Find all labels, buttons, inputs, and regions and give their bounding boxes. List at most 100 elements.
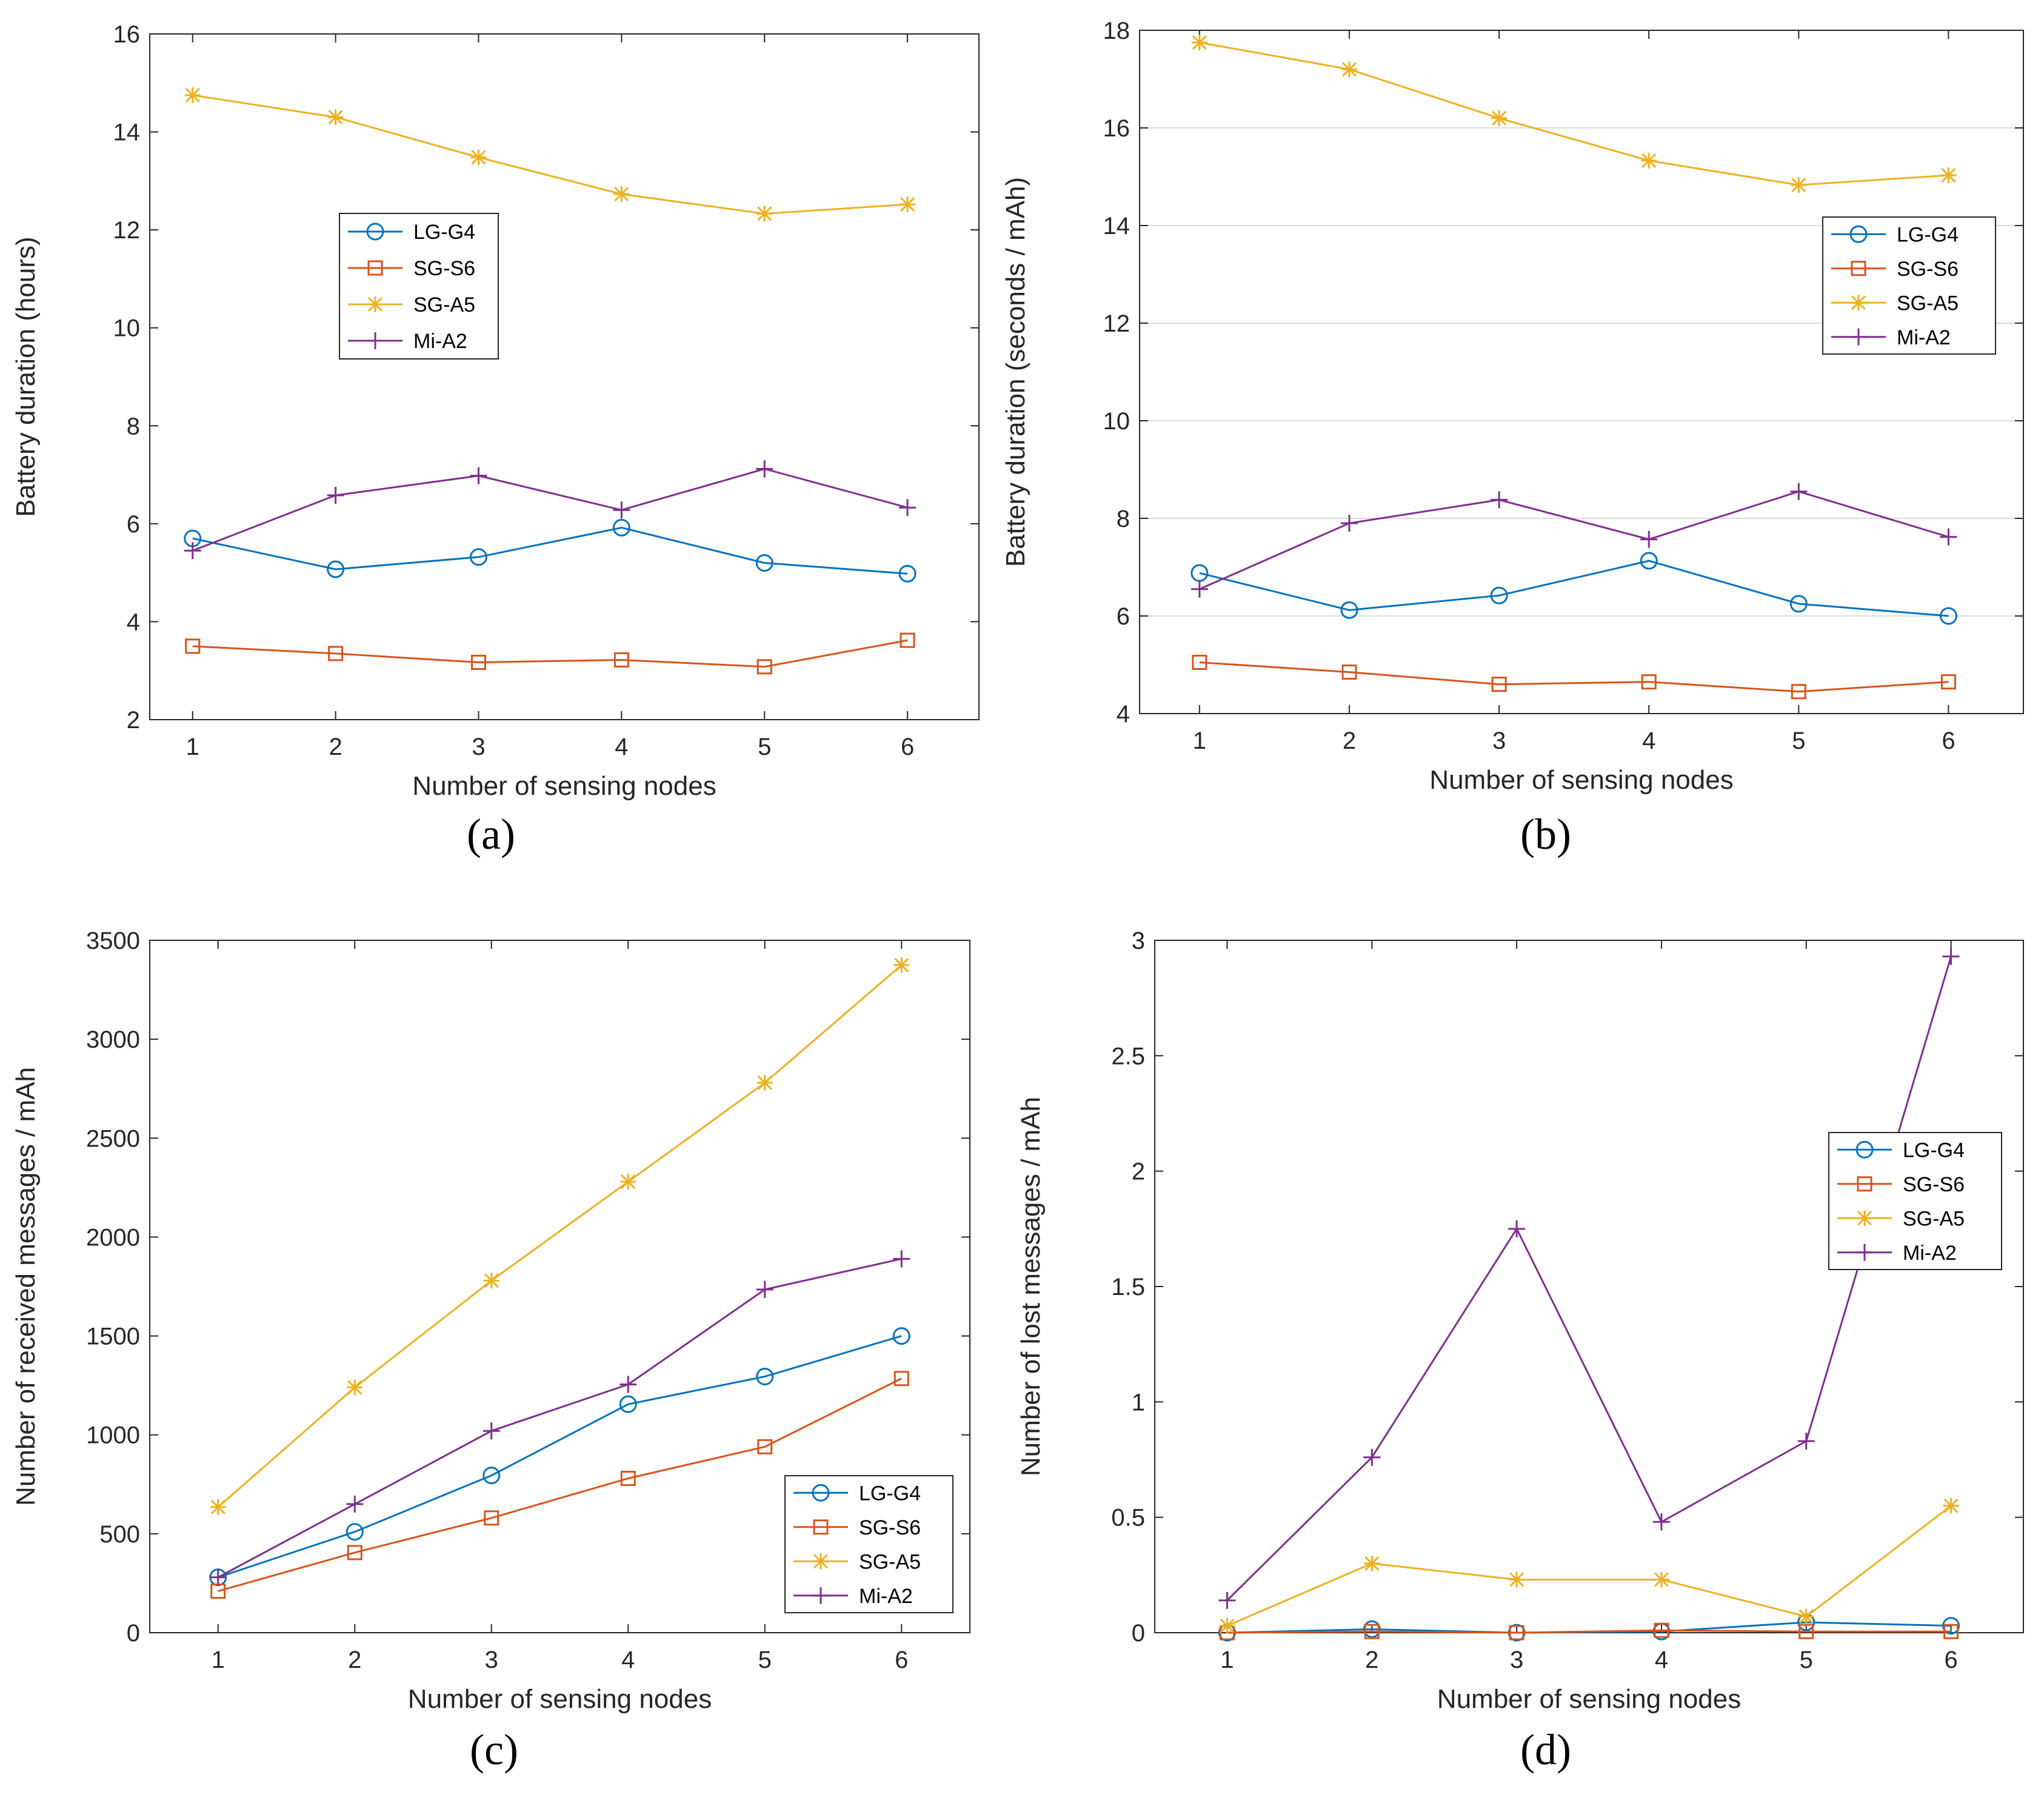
plus-marker	[613, 501, 630, 519]
x-tick-label: 6	[1942, 728, 1955, 754]
legend-label: SG-A5	[1897, 292, 1959, 315]
y-tick-label: 2	[1132, 1159, 1145, 1185]
legend-label: SG-A5	[413, 293, 475, 316]
plus-marker	[1508, 1220, 1526, 1237]
circle-marker	[1490, 586, 1508, 604]
legend-label: Mi-A2	[859, 1585, 913, 1608]
asterisk-marker	[893, 957, 910, 973]
plus-marker	[893, 1250, 910, 1268]
x-tick-label: 1	[1193, 728, 1206, 754]
y-tick-label: 3000	[86, 1026, 140, 1053]
x-axis-label: Number of sensing nodes	[408, 1684, 712, 1714]
square-marker	[1509, 1625, 1525, 1641]
square-marker	[900, 632, 915, 648]
x-axis-label: Number of sensing nodes	[1429, 765, 1733, 795]
y-tick-label: 18	[1103, 18, 1131, 44]
series-sg-a5	[1191, 35, 1957, 193]
square-marker	[1799, 1624, 1814, 1639]
y-axis-label: Number of received messages / mAh	[11, 1067, 41, 1506]
x-tick-label: 3	[485, 1647, 498, 1673]
plot-frame	[149, 940, 970, 1633]
square-marker	[757, 1439, 773, 1454]
legend-item: Mi-A2	[1837, 1242, 1957, 1265]
asterisk-marker	[1364, 1555, 1380, 1571]
square-marker	[813, 1519, 829, 1535]
series-lg-g4	[209, 1327, 910, 1587]
plus-marker	[1363, 1448, 1381, 1466]
x-tick-label: 4	[615, 734, 628, 760]
y-tick-label: 3	[1132, 928, 1145, 954]
square-marker	[1857, 1176, 1872, 1192]
plus-marker	[470, 467, 487, 484]
legend-item: Mi-A2	[348, 330, 467, 353]
y-tick-label: 16	[113, 21, 141, 48]
y-tick-label: 500	[99, 1521, 140, 1548]
plus-marker	[1640, 530, 1658, 548]
asterisk-marker	[1791, 177, 1807, 193]
legend-item: SG-A5	[793, 1550, 921, 1573]
y-tick-label: 16	[1103, 115, 1131, 142]
asterisk-marker	[756, 206, 773, 222]
legend-box	[339, 213, 499, 360]
square-marker	[185, 638, 201, 654]
plot-frame	[149, 33, 980, 720]
x-tick-label: 2	[348, 1647, 361, 1673]
x-tick-label: 4	[621, 1647, 635, 1673]
asterisk-marker	[1798, 1608, 1814, 1625]
square-marker	[328, 646, 344, 661]
circle-marker	[756, 1367, 774, 1385]
legend-item: LG-G4	[1837, 1139, 1965, 1162]
legend-box	[1822, 216, 1996, 355]
circle-marker	[1855, 1140, 1874, 1159]
plus-marker	[1942, 948, 1960, 965]
y-tick-label: 1500	[86, 1323, 140, 1350]
legend-item: LG-G4	[1831, 223, 1959, 246]
x-tick-label: 5	[1792, 728, 1805, 754]
circle-marker	[1849, 225, 1868, 243]
legend-item: SG-S6	[793, 1516, 921, 1539]
x-tick-label: 6	[901, 734, 914, 760]
circle-marker	[1340, 601, 1358, 619]
asterisk-marker	[327, 109, 344, 125]
series-lg-g4	[184, 518, 917, 583]
panel-label: (a)	[467, 810, 515, 858]
panel-label: (b)	[1520, 810, 1571, 858]
legend-label: SG-A5	[859, 1550, 921, 1573]
series-line-sg-a5	[217, 964, 903, 1508]
y-tick-label: 3500	[86, 928, 140, 954]
legend-label: LG-G4	[413, 221, 475, 244]
legend: LG-G4 SG-S6 SG-A5 Mi-A2	[1822, 216, 1996, 355]
square-marker	[1192, 654, 1207, 670]
legend-label: LG-G4	[859, 1482, 921, 1505]
asterisk-marker	[483, 1273, 499, 1289]
x-tick-label: 3	[1492, 728, 1506, 754]
asterisk-marker	[1940, 167, 1957, 184]
plus-marker	[1790, 483, 1808, 500]
x-tick-label: 5	[758, 734, 771, 760]
series-mi-a2	[1191, 483, 1957, 598]
series-sg-s6	[210, 1371, 909, 1599]
plus-marker	[1856, 1243, 1873, 1261]
y-tick-label: 1.5	[1111, 1274, 1145, 1300]
series-mi-a2	[209, 1250, 910, 1586]
asterisk-marker	[1509, 1571, 1525, 1588]
legend-item: SG-S6	[1831, 258, 1959, 281]
y-axis-label: Battery duration (hours)	[11, 236, 41, 517]
y-tick-label: 10	[1103, 408, 1131, 435]
legend: LG-G4 SG-S6 SG-A5 Mi-A2	[1828, 1132, 2002, 1270]
square-marker	[367, 260, 383, 276]
circle-marker	[1939, 607, 1957, 625]
circle-marker	[619, 1395, 637, 1413]
x-axis-label: Number of sensing nodes	[1437, 1684, 1741, 1714]
asterisk-marker	[470, 149, 487, 166]
legend-label: SG-A5	[1903, 1207, 1965, 1230]
series-line-sg-a5	[1199, 41, 1949, 186]
square-marker	[1851, 261, 1866, 276]
square-marker	[1641, 674, 1657, 690]
y-tick-label: 2500	[86, 1125, 140, 1152]
legend-item: LG-G4	[348, 221, 475, 244]
y-tick-label: 14	[113, 119, 141, 146]
series-line-mi-a2	[218, 1257, 902, 1578]
